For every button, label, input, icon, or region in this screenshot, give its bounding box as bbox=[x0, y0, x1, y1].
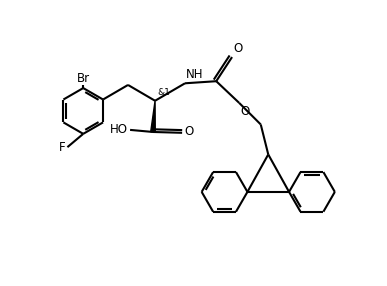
Text: O: O bbox=[184, 126, 194, 138]
Text: &1: &1 bbox=[157, 88, 170, 97]
Text: HO: HO bbox=[110, 123, 128, 136]
Text: O: O bbox=[241, 105, 250, 118]
Text: F: F bbox=[59, 141, 65, 154]
Polygon shape bbox=[151, 101, 155, 132]
Text: O: O bbox=[234, 42, 243, 55]
Text: NH: NH bbox=[186, 68, 203, 81]
Text: Br: Br bbox=[77, 72, 90, 85]
